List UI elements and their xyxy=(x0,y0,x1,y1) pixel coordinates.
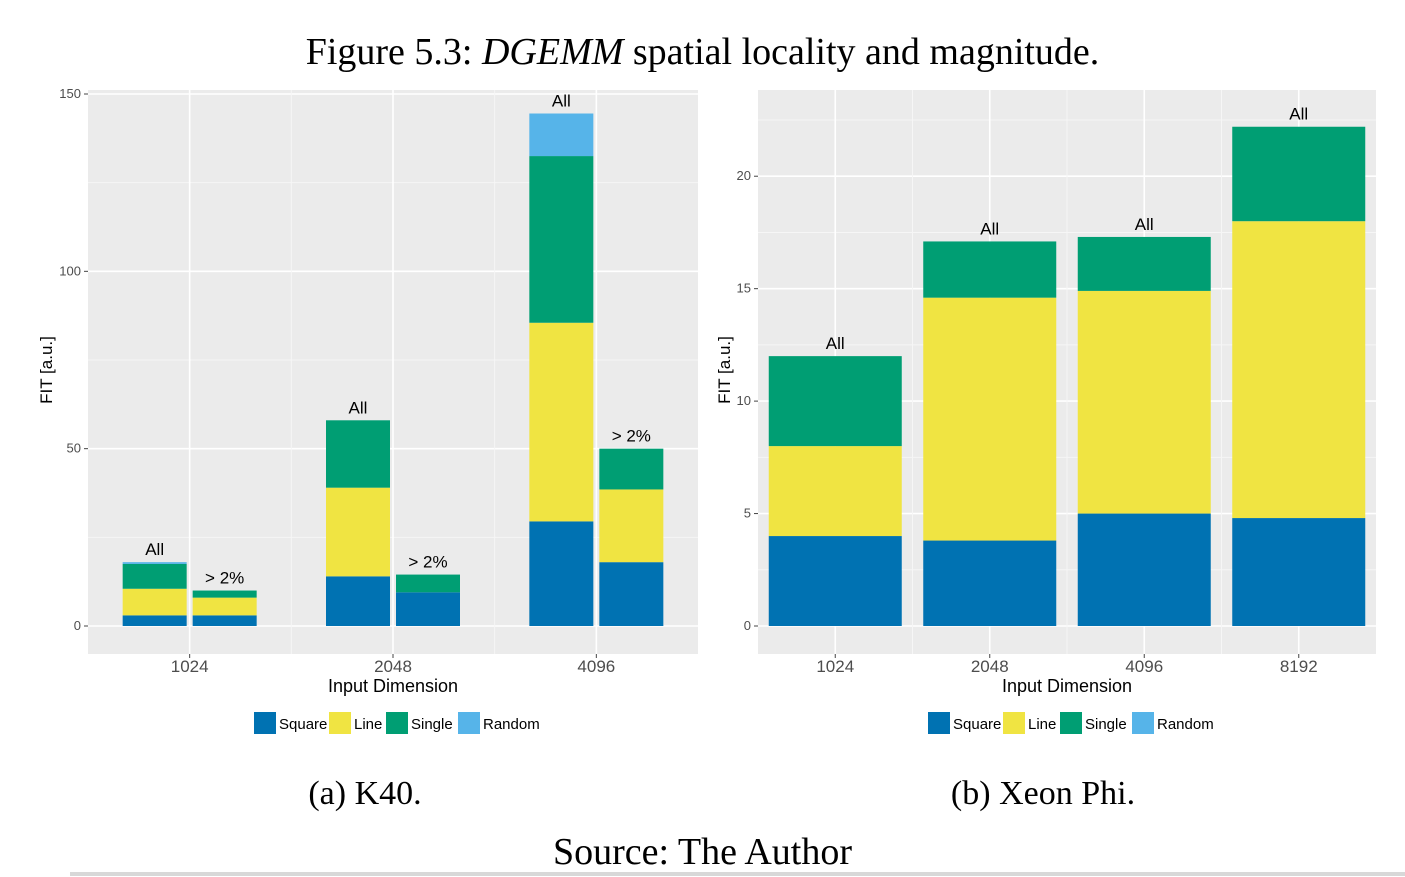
bar-label: > 2% xyxy=(612,427,651,446)
legend-swatch-random xyxy=(458,712,480,734)
bar-segment-line xyxy=(1077,290,1211,514)
bar-segment-single xyxy=(192,590,257,598)
x-axis-title: Input Dimension xyxy=(328,676,458,696)
y-tick-label: 100 xyxy=(59,263,81,278)
chart-xeon-phi: 0 5 10 15 20 1024 2048 4096 8192 All All All All Inpu… xyxy=(715,90,1376,734)
bar-segment-single xyxy=(1232,126,1366,222)
y-tick-label: 0 xyxy=(744,618,751,633)
bar-label: All xyxy=(349,398,368,417)
legend-swatch-square xyxy=(928,712,950,734)
legend-swatch-square xyxy=(254,712,276,734)
figure-title: Figure 5.3: DGEMM spatial locality and m… xyxy=(0,30,1405,74)
legend-label-random: Random xyxy=(483,716,540,733)
x-tick-label: 2048 xyxy=(374,657,412,676)
x-axis-title: Input Dimension xyxy=(1002,676,1132,696)
bar-segment-line xyxy=(768,446,902,537)
bar-segment-line xyxy=(122,588,187,616)
y-tick-label: 10 xyxy=(737,393,751,408)
bar-segment-line xyxy=(599,489,664,563)
bar-segment-square xyxy=(923,540,1057,626)
bar-segment-square xyxy=(326,576,390,626)
bar-segment-square xyxy=(396,592,460,626)
bar-segment-line xyxy=(923,297,1057,541)
bar-segment-line xyxy=(192,597,257,616)
bar-segment-single xyxy=(122,563,187,589)
legend-label-single: Single xyxy=(1085,716,1127,733)
x-tick-label: 4096 xyxy=(1125,657,1163,676)
legend-swatch-single xyxy=(1060,712,1082,734)
x-tick-label: 8192 xyxy=(1280,657,1318,676)
legend-swatch-random xyxy=(1132,712,1154,734)
y-tick-label: 15 xyxy=(737,281,751,296)
bar-segment-random xyxy=(122,562,187,564)
bar-segment-square xyxy=(1077,513,1211,626)
bar-label: All xyxy=(826,334,845,353)
bar-segment-square xyxy=(122,615,187,626)
chart-k40: 0 50 100 150 1024 2048 4096 All > 2% All > 2% All > … xyxy=(37,86,698,734)
legend-label-line: Line xyxy=(1028,716,1056,733)
bar-segment-square xyxy=(192,615,257,626)
x-tick-label: 2048 xyxy=(971,657,1009,676)
bar-segment-square xyxy=(1232,518,1366,626)
bar-label: All xyxy=(1289,105,1308,124)
bar-segment-single xyxy=(529,156,594,323)
figure-title-suffix: spatial locality and magnitude. xyxy=(623,31,1100,73)
bar-label: All xyxy=(145,540,164,559)
bar-segment-line xyxy=(326,487,390,577)
legend-label-random: Random xyxy=(1157,716,1214,733)
bar-segment-single xyxy=(396,574,460,593)
bar-segment-single xyxy=(599,448,664,490)
bar-label: All xyxy=(552,92,571,111)
figure-title-italic: DGEMM xyxy=(481,31,624,73)
figure-title-prefix: Figure 5.3: xyxy=(305,31,482,73)
caption-k40: (a) K40. xyxy=(308,775,422,812)
y-axis-title: FIT [a.u.] xyxy=(715,336,734,404)
legend-swatch-line xyxy=(329,712,351,734)
bar-segment-random xyxy=(529,113,594,157)
legend-label-square: Square xyxy=(953,716,1001,733)
legend-label-line: Line xyxy=(354,716,382,733)
bar-label: All xyxy=(1135,215,1154,234)
bar-segment-line xyxy=(529,322,594,522)
source-note: Source: The Author xyxy=(552,831,853,873)
y-tick-label: 150 xyxy=(59,86,81,101)
y-tick-label: 20 xyxy=(737,168,751,183)
bar-label: All xyxy=(980,219,999,238)
legend-label-single: Single xyxy=(411,716,453,733)
legend-swatch-line xyxy=(1003,712,1025,734)
bar-segment-single xyxy=(1077,236,1211,291)
bar-segment-square xyxy=(599,562,664,626)
y-tick-label: 5 xyxy=(744,506,751,521)
bar-label: > 2% xyxy=(408,553,447,572)
legend-swatch-single xyxy=(386,712,408,734)
bar-segment-square xyxy=(768,536,902,626)
bar-label: > 2% xyxy=(205,569,244,588)
y-tick-label: 0 xyxy=(74,618,81,633)
y-axis-title: FIT [a.u.] xyxy=(37,336,56,404)
x-tick-label: 1024 xyxy=(171,657,209,676)
bar-segment-single xyxy=(326,420,390,488)
bar-segment-single xyxy=(923,241,1057,298)
caption-xeon-phi: (b) Xeon Phi. xyxy=(950,775,1136,812)
legend-label-square: Square xyxy=(279,716,327,733)
y-tick-label: 50 xyxy=(67,441,81,456)
x-tick-label: 1024 xyxy=(816,657,854,676)
bottom-rule xyxy=(70,872,1405,876)
bar-segment-single xyxy=(768,356,902,447)
x-tick-label: 4096 xyxy=(577,657,615,676)
bar-segment-square xyxy=(529,521,594,626)
bar-segment-line xyxy=(1232,221,1366,519)
